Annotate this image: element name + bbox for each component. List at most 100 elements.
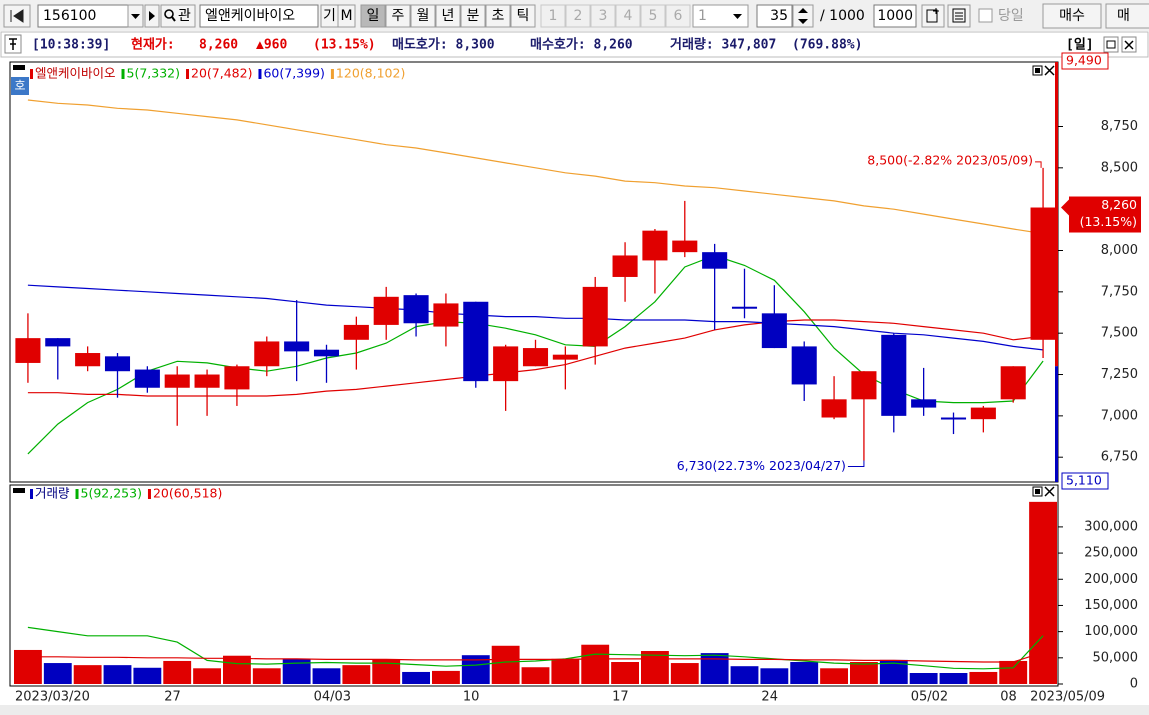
y-tick-label: 250,000: [1084, 546, 1138, 561]
volume-bar: [611, 662, 639, 684]
pin-icon[interactable]: [4, 34, 22, 54]
x-tick-label: 27: [164, 690, 181, 705]
legend-label: 거래량: [35, 486, 70, 501]
candle-body: [343, 324, 369, 340]
scrollbar[interactable]: [0, 705, 1149, 715]
legend-marker: [75, 489, 79, 499]
volume-bar: [969, 671, 998, 684]
candle-body: [940, 417, 967, 420]
count: 35: [770, 8, 788, 24]
code-dropdown[interactable]: [127, 4, 144, 28]
candle-body: [224, 366, 250, 390]
number-button[interactable]: [665, 4, 691, 28]
y-tick-label: 50,000: [1093, 650, 1139, 665]
moving-average-line: [27, 99, 1044, 235]
candle-body: [194, 374, 220, 388]
legend-marker: [147, 489, 151, 499]
lower-limit: 5,110: [1066, 473, 1102, 488]
candle-body: [373, 296, 399, 325]
period-button[interactable]: [410, 4, 436, 28]
stock-name: 엘앤케이바이오: [205, 8, 295, 24]
today-label: 당일: [998, 8, 1024, 24]
number-button[interactable]: [565, 4, 591, 28]
code: 156100: [43, 8, 96, 24]
close-button[interactable]: [1121, 36, 1137, 53]
type-button-label: M: [340, 8, 352, 24]
volume-bar: [581, 644, 610, 684]
bid: 매수호가: 8,260: [530, 38, 633, 53]
x-tick-label: 04/03: [314, 690, 351, 705]
x-tick-label: 08: [1000, 690, 1017, 705]
legend-label: 20(7,482): [191, 66, 252, 81]
pane-buttons[interactable]: [1032, 486, 1055, 497]
number-button[interactable]: [615, 4, 641, 28]
period-button[interactable]: [485, 4, 511, 28]
sell-button[interactable]: [1105, 3, 1149, 29]
volume-bar: [730, 666, 759, 684]
volume-bar: [163, 660, 192, 684]
candle-body: [15, 338, 41, 363]
price-pane: [9, 61, 1059, 483]
candle-body: [731, 306, 758, 309]
legend-marker: [330, 69, 334, 79]
pane-handle[interactable]: [13, 488, 25, 493]
restore-button[interactable]: [1103, 36, 1119, 53]
volume-pct: (769.88%): [792, 38, 862, 53]
low-annotation: 6,730(22.73% 2023/04/27): [677, 458, 846, 473]
period-button[interactable]: [510, 4, 536, 28]
volume-average-line: [27, 651, 1044, 663]
number-button-label: 5: [649, 8, 658, 24]
high-annotation: 8,500(-2.82% 2023/05/09): [867, 152, 1033, 167]
total: / 1000: [820, 8, 865, 24]
search-button[interactable]: [160, 4, 196, 28]
number-button[interactable]: [590, 4, 616, 28]
volume-bar: [193, 668, 221, 684]
volume-bar: [999, 660, 1028, 684]
volume-average-line: [27, 626, 1044, 670]
y-tick-label: 6,750: [1101, 450, 1138, 465]
candle-body: [881, 334, 907, 416]
count-box[interactable]: [756, 4, 814, 28]
buy-label: 매수: [1059, 8, 1085, 24]
period-button[interactable]: [435, 4, 461, 28]
period-button[interactable]: [460, 4, 486, 28]
first-button[interactable]: [3, 4, 31, 28]
period-button[interactable]: [385, 4, 411, 28]
number-button[interactable]: [640, 4, 666, 28]
number-button[interactable]: [540, 4, 566, 28]
candle-body: [612, 255, 638, 277]
volume-bar: [402, 671, 430, 684]
volume-bar: [939, 673, 968, 684]
number-button-label: 2: [574, 8, 583, 24]
pane-handle[interactable]: [13, 65, 25, 70]
legend-label: 20(60,518): [153, 486, 222, 501]
volume-pane: [9, 484, 1059, 687]
pane-tag: [11, 77, 29, 95]
buy-button[interactable]: [1042, 3, 1102, 29]
y-tick-label: 8,000: [1101, 243, 1138, 258]
tool-icon[interactable]: [947, 4, 971, 28]
candle-body: [672, 240, 698, 253]
tool-icon[interactable]: [921, 4, 945, 28]
period-button[interactable]: [360, 4, 386, 28]
x-tick-label: 2023/05/09: [1030, 690, 1105, 705]
y-tick-label: 7,750: [1101, 284, 1138, 299]
unit-dropdown[interactable]: [692, 4, 749, 28]
candle-body: [433, 303, 459, 327]
search-label: 관: [178, 8, 191, 24]
candle-body: [463, 301, 489, 382]
candle-body: [164, 374, 190, 388]
legend-marker: [186, 69, 190, 79]
name-box: [199, 4, 319, 28]
candle-body: [284, 341, 310, 352]
period-button-label: 월: [417, 8, 430, 24]
candle-body: [313, 349, 340, 357]
type-button[interactable]: [337, 4, 356, 28]
today-checkbox[interactable]: [978, 8, 993, 23]
volume-bar: [252, 668, 281, 684]
next-button[interactable]: [144, 4, 160, 28]
candle-body: [104, 356, 131, 372]
pane-buttons[interactable]: [1032, 65, 1055, 76]
volume-bar: [223, 655, 251, 684]
legend-label: 120(8,102): [336, 66, 405, 81]
